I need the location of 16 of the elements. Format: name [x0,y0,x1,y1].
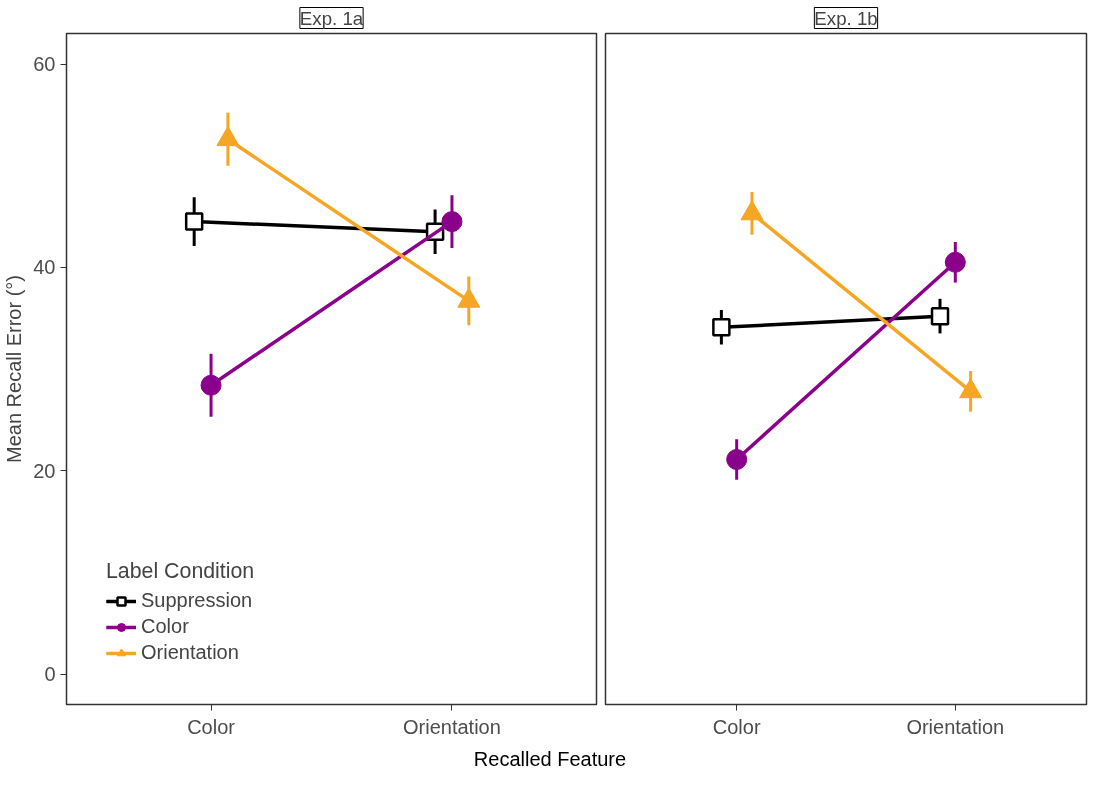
y-tick-label: 0 [44,663,56,685]
x-axis-title: Recalled Feature [473,747,627,772]
x-tick-label: Orientation [403,715,501,738]
y-tick-label: 20 [33,459,56,482]
x-tick-label: Orientation [906,715,1005,738]
legend-label: Color [141,615,189,638]
x-tick-label: Color [187,715,236,738]
legend-label: Suppression [141,589,253,612]
chart-title: Exp. 1a [299,7,364,29]
y-axis-title: Mean Recall Error (°) [3,274,26,464]
chart-title: Exp. 1b [814,7,878,29]
legend-title: Label Condition [106,559,255,584]
legend-label: Orientation [141,641,239,664]
x-tick-label: Color [712,715,761,738]
y-tick-label: 40 [33,256,56,279]
y-tick-label: 60 [33,53,56,75]
